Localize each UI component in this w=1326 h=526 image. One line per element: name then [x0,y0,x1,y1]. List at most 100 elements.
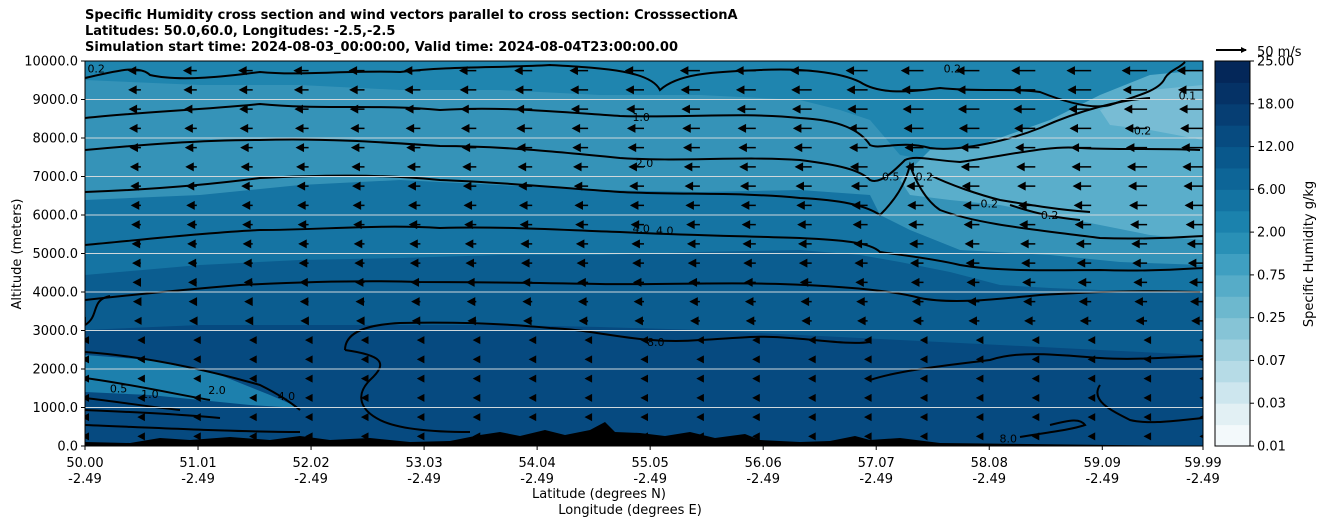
wind-vector [305,413,313,422]
wind-vector [1122,85,1148,95]
wind-vector [855,277,868,287]
wind-vector [743,258,756,268]
x-tick-label-latitude: 59.09 [1084,456,1121,471]
wind-vector [193,413,201,422]
wind-vector [305,355,313,364]
wind-vector [740,181,756,191]
title-line-2: Latitudes: 50.0,60.0, Longitudes: -2.5,-… [85,24,396,39]
wind-vector [738,143,756,153]
wind-vector [735,85,756,95]
y-tick-label: 2000.0 [33,363,79,378]
wind-vector [680,85,700,95]
x-tick-label-longitude: -2.49 [181,472,215,487]
wind-vector [640,413,648,422]
y-tick-label: 1000.0 [33,401,79,416]
wind-vector [744,297,756,307]
wind-vector [864,374,872,383]
wind-vector [406,162,421,172]
wind-vector [183,104,197,114]
wind-vector [1031,432,1040,441]
y-tick-label: 7000.0 [33,170,79,185]
wind-vector [354,258,365,268]
wind-vector [240,143,253,153]
x-tick-label-latitude: 57.07 [858,456,895,471]
wind-vector [294,123,309,133]
wind-vector [517,162,533,172]
wind-vector [630,220,644,230]
humidity-band-upper [85,61,1203,170]
wind-vector [919,393,928,402]
colorbar-tick-label: 0.25 [1257,311,1286,326]
wind-vector [911,297,924,307]
wind-vector [472,336,481,345]
wind-vector [355,297,365,307]
wind-vector [408,220,421,230]
wind-vector [626,104,644,114]
wind-vector [690,316,700,326]
wind-vector [849,143,868,153]
wind-vector [679,66,700,76]
wind-vector [739,162,756,172]
wind-vector [964,239,980,249]
wind-vector [1087,355,1096,364]
wind-vector [792,104,812,114]
colorbar-segment [1215,274,1250,297]
wind-vector [1130,220,1148,230]
x-axis-label-longitude: Longitude (degrees E) [558,503,702,518]
wind-vector [640,336,648,345]
contour-line [85,351,301,411]
wind-vector [299,277,309,287]
wind-vector [1031,374,1040,383]
wind-vector [1018,200,1036,210]
contour-label: 0.2 [944,63,962,76]
wind-vector [134,316,142,325]
wind-vector [410,277,421,287]
title-line-3: Simulation start time: 2024-08-03_00:00:… [85,40,678,55]
wind-vector [472,355,481,364]
wind-vector [295,143,309,153]
wind-vector [975,393,984,402]
x-tick-label-latitude: 55.05 [632,456,669,471]
wind-vector [584,413,593,422]
wind-vector [1180,123,1203,133]
wind-vector [1199,357,1203,362]
x-tick-label-longitude: -2.49 [972,472,1006,487]
wind-vector [696,413,704,422]
contour-label: 2.0 [208,384,226,397]
wind-vector [249,413,257,422]
wind-vector [737,123,756,133]
wind-vector [128,85,141,95]
wind-vector [1143,413,1152,422]
contour-label: 1.0 [141,388,159,401]
wind-vector [576,258,589,268]
wind-vector [1132,258,1148,268]
wind-vector [349,85,365,95]
wind-vector [522,297,533,307]
wind-vector [1021,258,1036,268]
wind-vector [975,336,984,345]
wind-vector [528,336,537,345]
wind-vector [85,277,86,287]
wind-vector [137,355,145,364]
wind-vector [249,336,257,345]
wind-vector [243,277,253,287]
wind-vector [1077,277,1092,287]
wind-vector [631,239,644,249]
contour-lines [85,61,1203,438]
wind-vector [459,66,477,76]
wind-vector [901,85,924,95]
wind-vector [1066,66,1092,76]
wind-vector [912,316,924,326]
wind-vector [1181,143,1203,153]
y-tick-label: 9000.0 [33,93,79,108]
wind-vector [238,66,253,76]
wind-vector [416,413,425,422]
wind-vector [193,374,201,383]
wind-vector [239,104,253,114]
wind-vector [351,162,365,172]
wind-vector [1016,162,1036,172]
wind-vector [919,413,928,422]
wind-vector [578,297,589,307]
wind-vector [681,104,700,114]
wind-vector [242,220,253,230]
